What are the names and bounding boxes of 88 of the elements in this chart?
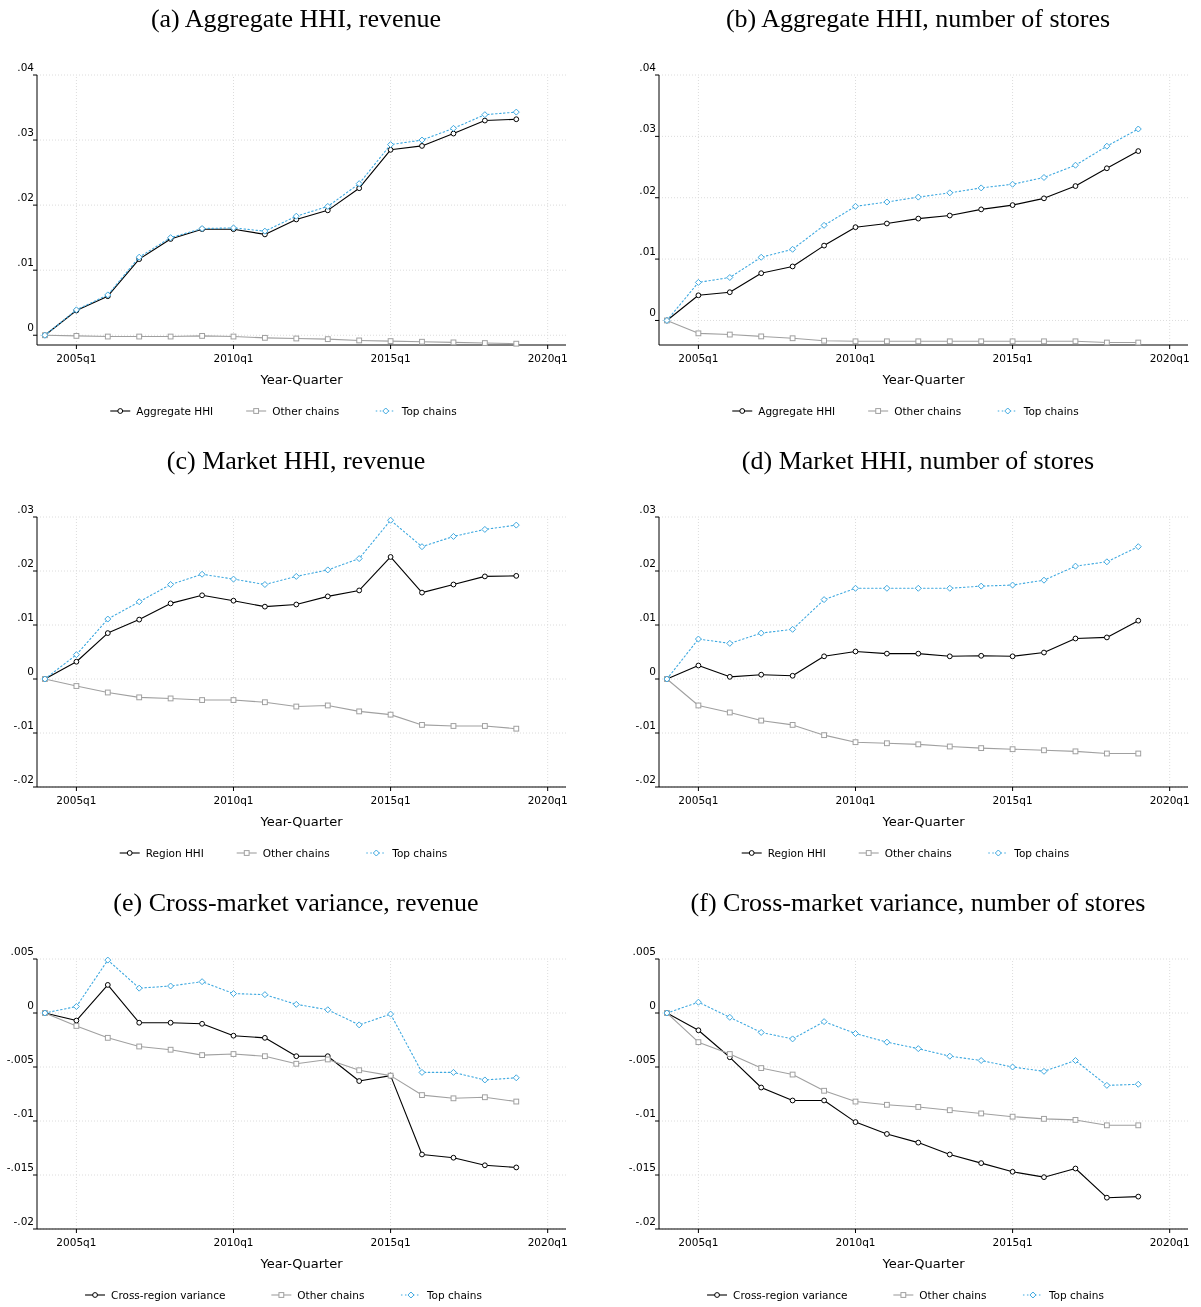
legend-label: Cross-region variance xyxy=(111,1289,226,1301)
x-axis-title: Year-Quarter xyxy=(259,1256,344,1271)
x-tick-label: 2010q1 xyxy=(835,352,876,364)
legend-label: Other chains xyxy=(884,847,952,859)
legend-label: Aggregate HHI xyxy=(136,405,214,417)
y-tick-label: .01 xyxy=(17,256,34,269)
y-tick-label: .005 xyxy=(632,945,656,957)
legend-label: Other chains xyxy=(894,405,962,417)
y-tick-label: -.02 xyxy=(13,773,34,785)
x-tick-label: 2020q1 xyxy=(1149,794,1190,806)
x-axis-title: Year-Quarter xyxy=(881,1256,966,1271)
y-tick-label: -.02 xyxy=(635,1215,656,1227)
y-tick-label: .01 xyxy=(639,611,656,623)
legend-label: Other chains xyxy=(272,405,340,417)
legend-label: Top chains xyxy=(391,847,448,859)
y-tick-label: -.01 xyxy=(13,1107,34,1119)
legend-label: Top chains xyxy=(425,1289,482,1301)
x-tick-label: 2020q1 xyxy=(527,352,568,364)
y-tick-label: -.02 xyxy=(635,773,656,785)
x-tick-label: 2015q1 xyxy=(370,352,411,364)
x-axis-title: Year-Quarter xyxy=(259,814,344,829)
y-tick-label: -.015 xyxy=(6,1161,34,1173)
y-tick-label: .02 xyxy=(17,191,34,204)
x-tick-label: 2005q1 xyxy=(678,1236,719,1248)
x-tick-label: 2010q1 xyxy=(213,794,254,806)
x-tick-label: 2005q1 xyxy=(56,1236,97,1248)
x-tick-label: 2015q1 xyxy=(992,1236,1033,1248)
y-tick-label: .02 xyxy=(639,557,656,569)
x-tick-label: 2005q1 xyxy=(56,352,97,364)
x-tick-label: 2020q1 xyxy=(1149,352,1190,364)
legend-label: Top chains xyxy=(1047,1289,1104,1301)
x-tick-label: 2015q1 xyxy=(370,794,411,806)
y-tick-label: 0 xyxy=(27,321,34,334)
legend-label: Region HHI xyxy=(767,847,826,859)
chart-title: (d) Market HHI, number of stores xyxy=(741,446,1095,475)
y-tick-label: 0 xyxy=(27,665,34,677)
x-tick-label: 2015q1 xyxy=(992,352,1033,364)
y-tick-label: .03 xyxy=(639,122,656,135)
x-tick-label: 2020q1 xyxy=(527,794,568,806)
y-tick-label: .04 xyxy=(17,61,35,73)
y-tick-label: 0 xyxy=(27,999,34,1011)
x-tick-label: 2010q1 xyxy=(835,1236,876,1248)
y-tick-label: .03 xyxy=(17,503,34,515)
y-tick-label: .02 xyxy=(17,557,34,569)
chart-title: (e) Cross-market variance, revenue xyxy=(113,888,479,917)
legend-label: Other chains xyxy=(297,1289,365,1301)
chart-title: (c) Market HHI, revenue xyxy=(166,446,426,475)
x-tick-label: 2010q1 xyxy=(213,1236,254,1248)
x-tick-label: 2005q1 xyxy=(678,794,719,806)
y-tick-label: -.005 xyxy=(6,1053,34,1065)
legend-label: Top chains xyxy=(1013,847,1070,859)
legend-label: Top chains xyxy=(400,405,457,417)
x-tick-label: 2020q1 xyxy=(1149,1236,1190,1248)
x-tick-label: 2010q1 xyxy=(213,352,254,364)
x-tick-label: 2010q1 xyxy=(835,794,876,806)
x-tick-label: 2015q1 xyxy=(370,1236,411,1248)
y-tick-label: -.015 xyxy=(628,1161,656,1173)
legend-label: Cross-region variance xyxy=(733,1289,848,1301)
chart-title: (a) Aggregate HHI, revenue xyxy=(150,4,442,33)
x-axis-title: Year-Quarter xyxy=(881,372,966,387)
y-tick-label: .005 xyxy=(10,945,34,957)
y-tick-label: 0 xyxy=(649,999,656,1011)
y-tick-label: .01 xyxy=(639,245,656,258)
y-tick-label: -.02 xyxy=(13,1215,34,1227)
y-tick-label: -.005 xyxy=(628,1053,656,1065)
legend-label: Other chains xyxy=(262,847,330,859)
y-tick-label: .01 xyxy=(17,611,34,623)
y-tick-label: -.01 xyxy=(635,719,656,731)
x-tick-label: 2005q1 xyxy=(678,352,719,364)
y-tick-label: 0 xyxy=(649,306,656,319)
y-tick-label: .03 xyxy=(17,126,34,139)
legend-label: Region HHI xyxy=(145,847,204,859)
legend-label: Aggregate HHI xyxy=(758,405,836,417)
x-tick-label: 2020q1 xyxy=(527,1236,568,1248)
y-tick-label: .04 xyxy=(639,61,657,73)
y-tick-label: -.01 xyxy=(635,1107,656,1119)
y-tick-label: .03 xyxy=(639,503,656,515)
legend-label: Top chains xyxy=(1022,405,1079,417)
legend-label: Other chains xyxy=(919,1289,987,1301)
y-tick-label: .02 xyxy=(639,183,656,196)
y-tick-label: -.01 xyxy=(13,719,34,731)
x-tick-label: 2015q1 xyxy=(992,794,1033,806)
x-axis-title: Year-Quarter xyxy=(259,372,344,387)
x-axis-title: Year-Quarter xyxy=(881,814,966,829)
chart-title: (b) Aggregate HHI, number of stores xyxy=(725,4,1111,33)
x-tick-label: 2005q1 xyxy=(56,794,97,806)
chart-title: (f) Cross-market variance, number of stores xyxy=(690,888,1146,917)
y-tick-label: 0 xyxy=(649,665,656,677)
